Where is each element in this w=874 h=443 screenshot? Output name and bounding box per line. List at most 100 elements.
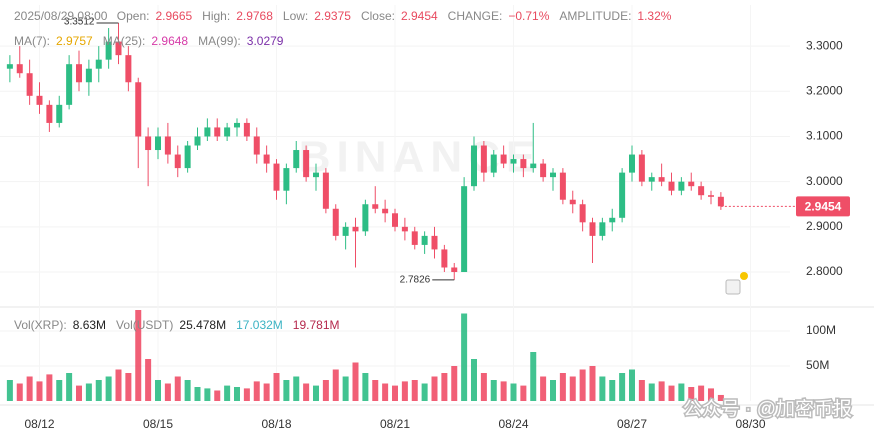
ma-label: MA(99): bbox=[198, 34, 241, 48]
candle-body bbox=[648, 177, 655, 182]
field-label: CHANGE: bbox=[447, 9, 503, 23]
volume-bar bbox=[668, 385, 675, 401]
y-tick-label: 3.2000 bbox=[806, 83, 843, 97]
volume-bar bbox=[480, 373, 487, 401]
volume-bar bbox=[313, 385, 319, 401]
candle-body bbox=[125, 55, 132, 83]
volume-bar bbox=[56, 380, 63, 401]
candle-body bbox=[471, 145, 477, 187]
candle-body bbox=[599, 222, 606, 236]
candle-body bbox=[283, 168, 290, 191]
volume-bar bbox=[638, 380, 645, 401]
volume-tick-label: 50M bbox=[806, 358, 829, 372]
candle-body bbox=[362, 204, 369, 232]
volume-bar bbox=[579, 369, 586, 401]
volume-bar bbox=[174, 376, 181, 401]
candle-body bbox=[253, 136, 260, 155]
candle-body bbox=[668, 181, 675, 191]
field-label: AMPLITUDE: bbox=[559, 9, 632, 23]
volume-bar bbox=[490, 380, 497, 401]
volume-bar bbox=[648, 383, 655, 401]
volume-bar bbox=[85, 383, 92, 401]
volume-bar bbox=[16, 383, 23, 401]
candle-body bbox=[411, 231, 418, 245]
x-tick-label: 08/21 bbox=[380, 417, 410, 431]
volume-bar bbox=[569, 376, 576, 401]
volume-bar bbox=[540, 376, 547, 401]
volume-bar bbox=[550, 380, 556, 401]
volume-bar bbox=[362, 373, 369, 401]
candle-body bbox=[490, 154, 497, 173]
candle-body bbox=[26, 73, 33, 96]
volume-bar bbox=[342, 376, 349, 401]
candle-body bbox=[401, 226, 408, 232]
candle-body bbox=[95, 59, 102, 69]
volume-bar bbox=[95, 380, 102, 401]
volume-bar bbox=[214, 390, 221, 401]
ma-label: MA(25): bbox=[102, 34, 146, 48]
volume-bar bbox=[559, 373, 566, 401]
watermark: 公众号 · @加密币报 bbox=[683, 398, 852, 420]
candle-body bbox=[76, 64, 82, 83]
field-value: 2.9768 bbox=[236, 9, 273, 23]
volume-value: 25.478M bbox=[179, 318, 227, 332]
y-tick-label: 2.9000 bbox=[806, 219, 843, 233]
alert-icon bbox=[725, 279, 741, 295]
candle-body bbox=[273, 163, 280, 191]
candle-body bbox=[431, 235, 438, 250]
candle-body bbox=[500, 154, 507, 164]
volume-bar bbox=[530, 352, 537, 401]
candle-body bbox=[609, 217, 616, 223]
candle-body bbox=[698, 186, 705, 196]
volume-bar bbox=[619, 373, 626, 401]
candle-body bbox=[332, 208, 339, 236]
low-label: 2.7826 bbox=[400, 275, 431, 286]
ma-value: 2.9648 bbox=[151, 34, 189, 48]
volume-bar bbox=[392, 385, 398, 401]
candle-body bbox=[451, 267, 458, 273]
volume-bar bbox=[589, 366, 596, 401]
field-value: 2.9375 bbox=[314, 9, 351, 23]
field-value: 1.32% bbox=[637, 9, 672, 23]
volume-bar bbox=[253, 381, 260, 401]
candle-body bbox=[421, 235, 428, 245]
volume-bar bbox=[520, 385, 527, 401]
volume-bar bbox=[322, 380, 329, 401]
candle-body bbox=[313, 172, 319, 178]
candle-body bbox=[36, 95, 43, 105]
x-tick-label: 08/30 bbox=[735, 417, 765, 431]
ma-value: 3.0279 bbox=[246, 34, 284, 48]
volume-bar bbox=[688, 387, 695, 401]
ma-legend: MA(7): 2.9757 MA(25): 2.9648 MA(99): 3.0279 bbox=[14, 34, 293, 48]
volume-bar bbox=[510, 383, 517, 401]
candle-body bbox=[46, 104, 53, 123]
volume-label: Vol(XRP): bbox=[14, 318, 67, 332]
volume-bar bbox=[145, 359, 152, 401]
candle-body bbox=[392, 213, 398, 227]
candle-body bbox=[105, 41, 112, 60]
candle-body bbox=[303, 150, 310, 178]
field-label: Low: bbox=[282, 9, 309, 23]
volume-bar bbox=[411, 380, 418, 401]
volume-bar bbox=[451, 366, 458, 401]
candle-body bbox=[708, 195, 714, 197]
candle-body bbox=[530, 163, 537, 169]
candle-body bbox=[579, 204, 586, 223]
candle-body bbox=[688, 181, 695, 187]
candle-body bbox=[638, 154, 645, 182]
candle-body bbox=[204, 127, 211, 137]
candle-body bbox=[214, 127, 221, 137]
x-tick-label: 08/15 bbox=[143, 417, 173, 431]
volume-bar bbox=[224, 385, 231, 401]
volume-bar bbox=[658, 381, 665, 401]
volume-bar bbox=[283, 380, 290, 401]
alert-dot bbox=[740, 272, 748, 280]
field-label: Close: bbox=[360, 9, 395, 23]
volume-value: 17.032M bbox=[236, 318, 283, 332]
volume-value: 19.781M bbox=[292, 318, 340, 332]
candle-body bbox=[372, 204, 379, 209]
volume-value: 8.63M bbox=[72, 318, 107, 332]
candle-body bbox=[16, 64, 23, 74]
volume-bar bbox=[717, 394, 724, 401]
